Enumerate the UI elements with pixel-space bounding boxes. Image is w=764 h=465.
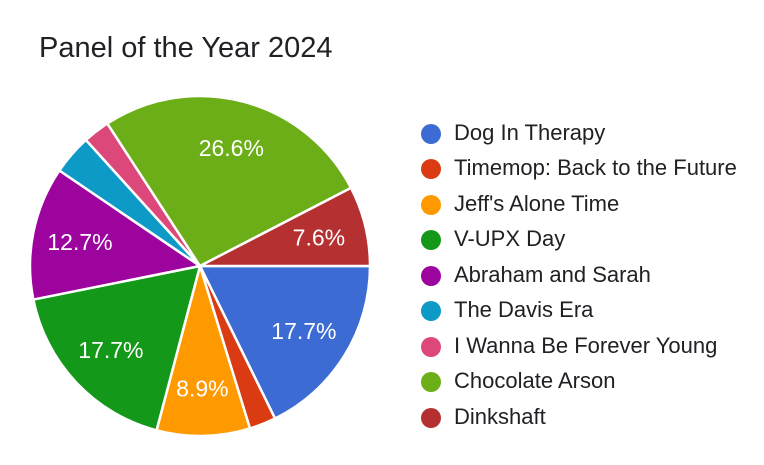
legend-color-dot-icon xyxy=(421,123,441,144)
legend-color-dot-icon xyxy=(421,159,441,180)
legend-color-dot-icon xyxy=(421,230,441,251)
legend-item-label: Abraham and Sarah xyxy=(454,261,651,287)
pie-slice-0[interactable] xyxy=(198,264,372,420)
legend: Dog In Therapy Timemop: Back to the Futur… xyxy=(421,116,737,436)
legend-item-1: Timemop: Back to the Future xyxy=(421,152,737,188)
pie-slice-7[interactable] xyxy=(106,94,353,268)
legend-item-label: Chocolate Arson xyxy=(454,368,616,394)
legend-item-label: I Wanna Be Forever Young xyxy=(454,332,718,358)
pie-slice-4[interactable] xyxy=(28,169,202,301)
legend-item-label: Dog In Therapy xyxy=(454,119,606,145)
legend-color-dot-icon xyxy=(421,336,441,357)
legend-item-5: The Davis Era xyxy=(421,294,737,330)
legend-item-2: Jeff's Alone Time xyxy=(421,187,737,223)
legend-item-8: Dinkshaft xyxy=(421,400,737,436)
legend-item-label: Dinkshaft xyxy=(454,403,546,429)
legend-color-dot-icon xyxy=(421,265,441,286)
legend-item-0: Dog In Therapy xyxy=(421,116,737,152)
pie-slice-3[interactable] xyxy=(32,264,202,432)
legend-item-7: Chocolate Arson xyxy=(421,365,737,401)
legend-item-label: The Davis Era xyxy=(454,297,594,323)
legend-color-dot-icon xyxy=(421,194,441,215)
legend-item-3: V-UPX Day xyxy=(421,223,737,259)
legend-color-dot-icon xyxy=(421,301,441,322)
legend-item-6: I Wanna Be Forever Young xyxy=(421,329,737,365)
chart-title: Panel of the Year 2024 xyxy=(39,32,333,64)
legend-color-dot-icon xyxy=(421,372,441,393)
pie-slice-2[interactable] xyxy=(155,264,252,438)
legend-item-4: Abraham and Sarah xyxy=(421,258,737,294)
legend-color-dot-icon xyxy=(421,407,441,428)
legend-item-label: Timemop: Back to the Future xyxy=(454,155,737,181)
legend-item-label: V-UPX Day xyxy=(454,226,566,252)
legend-item-label: Jeff's Alone Time xyxy=(454,190,620,216)
pie-slice-8[interactable] xyxy=(198,186,372,268)
